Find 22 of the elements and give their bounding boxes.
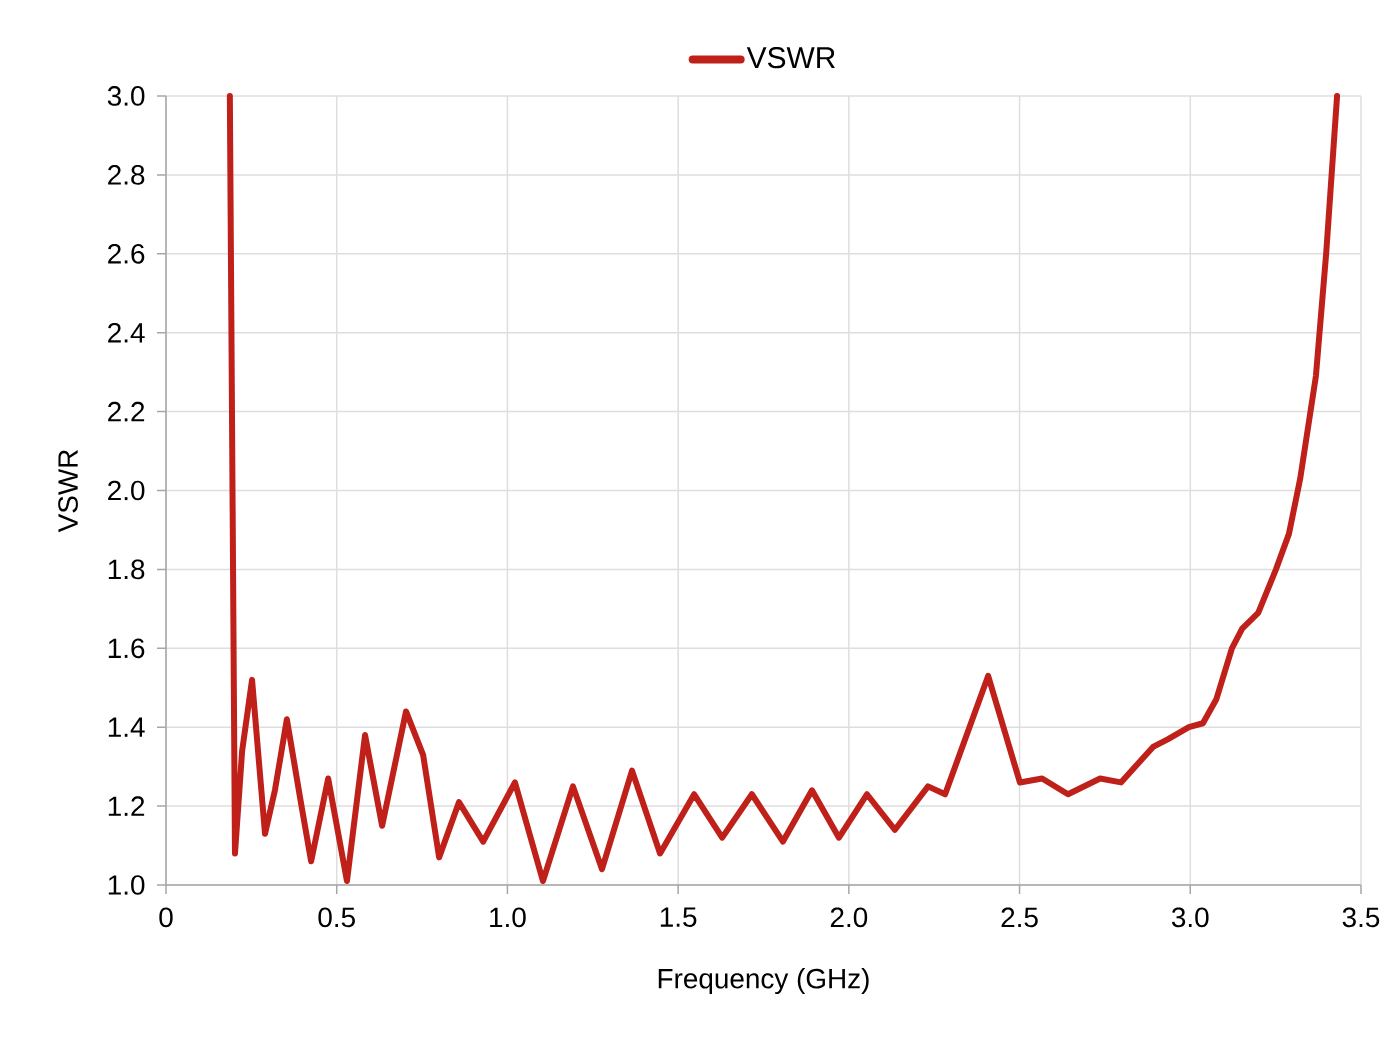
- x-tick-label: 1.5: [660, 907, 697, 927]
- y-tick-label: 1.6: [108, 638, 145, 659]
- x-tick-label: 0: [159, 907, 173, 928]
- y-tick-label: 2.0: [108, 480, 145, 501]
- y-tick-label: 1.2: [108, 796, 145, 816]
- x-tick-label: 2.0: [830, 907, 868, 928]
- x-tick-label: 3.5: [1342, 907, 1380, 928]
- x-tick-label: 0.5: [318, 907, 355, 928]
- legend-label: VSWR: [746, 47, 835, 69]
- x-axis-title: Frequency (GHz): [658, 968, 869, 995]
- x-tick-label: 3.0: [1171, 907, 1209, 928]
- y-tick-label: 2.4: [108, 322, 145, 343]
- y-tick-label: 2.2: [108, 401, 145, 422]
- x-tick-label: 1.0: [490, 907, 526, 928]
- y-tick-label: 2.6: [108, 243, 145, 264]
- y-tick-label: 2.8: [108, 165, 145, 185]
- y-tick-label: 3.0: [107, 86, 145, 106]
- x-tick-label: 2.5: [1001, 907, 1038, 928]
- y-tick-label: 1.0: [108, 875, 145, 895]
- y-tick-label: 1.4: [108, 717, 145, 737]
- y-tick-label: 1.8: [108, 559, 145, 580]
- y-axis-title: VSWR: [58, 449, 78, 533]
